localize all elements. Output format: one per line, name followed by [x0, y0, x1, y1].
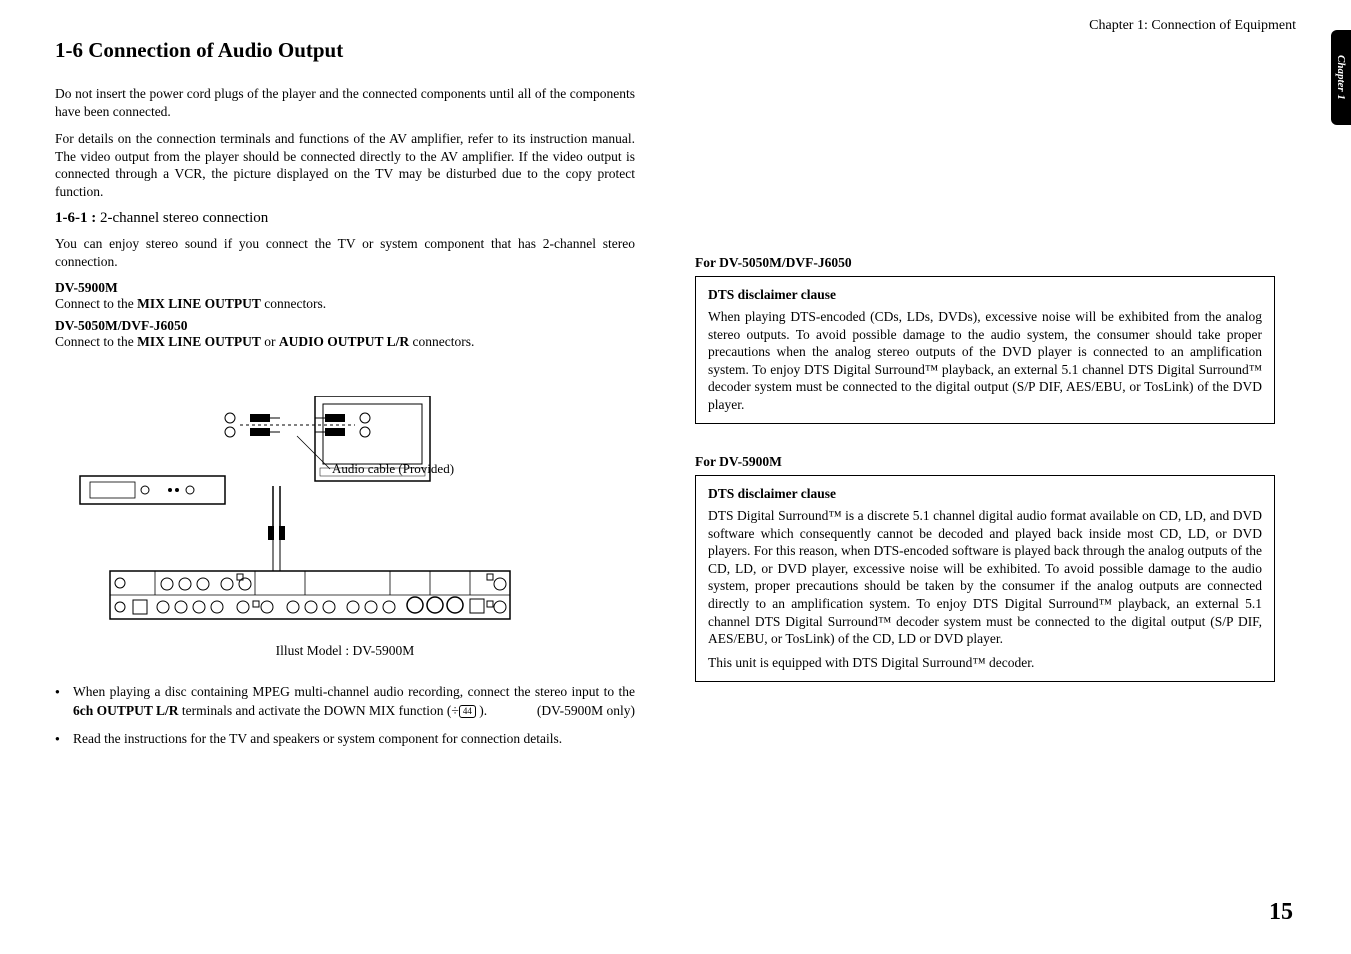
connection-diagram: Audio cable (Provided) — [55, 396, 535, 626]
subsection-title-text: 2-channel stereo connection — [100, 210, 268, 226]
subsection-number: 1-6-1 : — [55, 210, 100, 226]
disclaimer-2-text-2: This unit is equipped with DTS Digital S… — [708, 654, 1262, 672]
page-number: 15 — [1269, 899, 1293, 926]
audio-cable-label: Audio cable (Provided) — [332, 461, 454, 476]
right-column: For DV-5050M/DVF-J6050 DTS disclaimer cl… — [695, 85, 1275, 758]
for-label-1: For DV-5050M/DVF-J6050 — [695, 255, 1275, 271]
subsection-description: You can enjoy stereo sound if you connec… — [55, 235, 635, 270]
chapter-header: Chapter 1: Connection of Equipment — [55, 18, 1296, 34]
disclaimer-1-title: DTS disclaimer clause — [708, 287, 1262, 303]
model-2-connect: Connect to the MIX LINE OUTPUT or AUDIO … — [55, 334, 635, 350]
disclaimer-box-2: DTS disclaimer clause DTS Digital Surrou… — [695, 475, 1275, 682]
bullet-item-2: Read the instructions for the TV and spe… — [55, 730, 635, 748]
disclaimer-2-title: DTS disclaimer clause — [708, 486, 1262, 502]
intro-paragraph-2: For details on the connection terminals … — [55, 130, 635, 200]
page-ref-icon: 44 — [459, 705, 476, 718]
disclaimer-box-1: DTS disclaimer clause When playing DTS-e… — [695, 276, 1275, 424]
section-title: 1-6 Connection of Audio Output — [55, 38, 1296, 63]
for-label-2: For DV-5900M — [695, 454, 1275, 470]
disclaimer-1-text: When playing DTS-encoded (CDs, LDs, DVDs… — [708, 308, 1262, 413]
disclaimer-2-text-1: DTS Digital Surround™ is a discrete 5.1 … — [708, 507, 1262, 647]
illustration-caption: Illust Model : DV-5900M — [55, 643, 635, 659]
model-2-label: DV-5050M/DVF-J6050 — [55, 318, 635, 334]
intro-paragraph-1: Do not insert the power cord plugs of th… — [55, 85, 635, 120]
left-column: Do not insert the power cord plugs of th… — [55, 85, 635, 758]
bullet-1-model-note: (DV-5900M only) — [537, 702, 635, 720]
subsection-heading: 1-6-1 : 2-channel stereo connection — [55, 210, 635, 227]
model-1-connect: Connect to the MIX LINE OUTPUT connector… — [55, 296, 635, 312]
bullet-list: When playing a disc containing MPEG mult… — [55, 683, 635, 748]
model-1-label: DV-5900M — [55, 280, 635, 296]
bullet-item-1: When playing a disc containing MPEG mult… — [55, 683, 635, 719]
